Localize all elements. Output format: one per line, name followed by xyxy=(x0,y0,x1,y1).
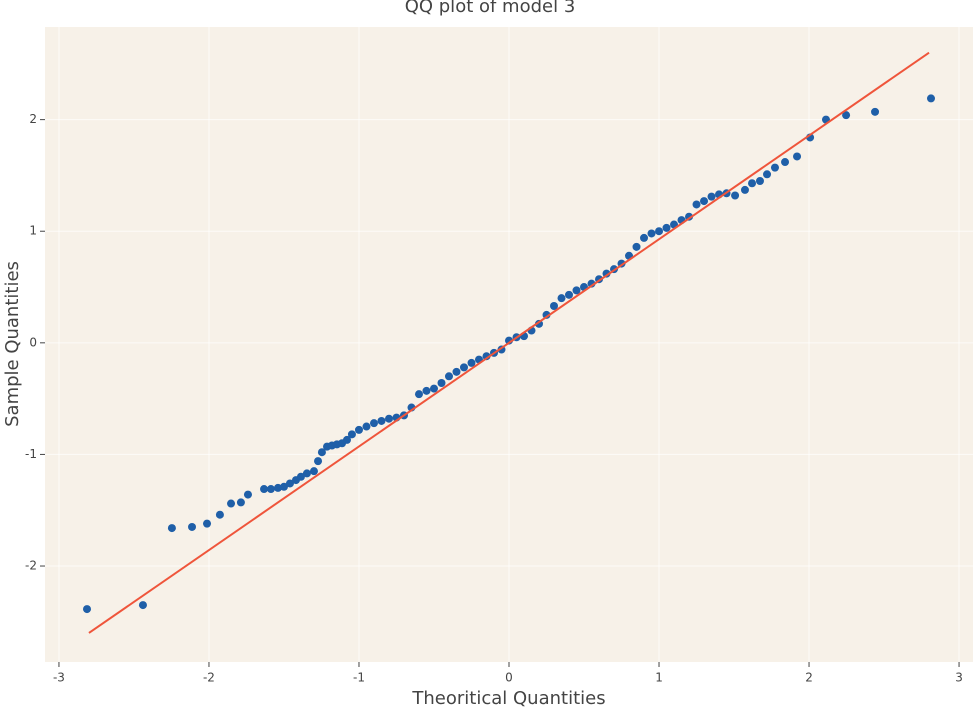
point xyxy=(587,279,596,288)
point xyxy=(384,414,393,423)
point xyxy=(266,485,275,494)
point xyxy=(414,390,423,399)
point xyxy=(781,158,790,167)
point xyxy=(422,386,431,395)
x-tick-label: -3 xyxy=(53,671,65,685)
point xyxy=(302,469,311,478)
point xyxy=(542,310,551,319)
point xyxy=(557,294,566,303)
x-tick-label: 0 xyxy=(505,671,513,685)
y-axis-title: Sample Quantities xyxy=(2,261,23,427)
point xyxy=(285,479,294,488)
point xyxy=(203,519,212,528)
point xyxy=(655,227,664,236)
point xyxy=(83,605,92,614)
point xyxy=(429,384,438,393)
y-tick-label: 1 xyxy=(29,224,37,238)
point xyxy=(707,192,716,201)
point xyxy=(793,152,802,161)
point xyxy=(236,498,245,507)
point xyxy=(700,197,709,206)
point xyxy=(740,185,749,194)
point xyxy=(279,482,288,491)
point xyxy=(138,601,147,610)
x-tick-label: 3 xyxy=(955,671,963,685)
y-tick-label: 0 xyxy=(29,335,37,349)
x-tick-label: 2 xyxy=(805,671,813,685)
point xyxy=(926,94,935,103)
y-tick-label: -1 xyxy=(25,447,37,461)
point xyxy=(467,358,476,367)
point xyxy=(369,419,378,428)
point xyxy=(842,111,851,120)
point xyxy=(309,467,318,476)
point xyxy=(227,499,236,508)
marks xyxy=(83,51,935,634)
point xyxy=(342,435,351,444)
x-tick-label: -2 xyxy=(203,671,215,685)
point xyxy=(317,448,326,457)
y-tick-label: 2 xyxy=(29,112,37,126)
point xyxy=(692,200,701,209)
point xyxy=(444,372,453,381)
point xyxy=(647,229,656,238)
point xyxy=(755,177,764,186)
point xyxy=(167,524,176,533)
point xyxy=(640,233,649,242)
x-tick-label: -1 xyxy=(353,671,365,685)
point xyxy=(243,490,252,499)
point xyxy=(314,457,323,466)
point xyxy=(770,163,779,172)
point xyxy=(362,422,371,431)
point xyxy=(572,286,581,295)
x-axis-title: Theoritical Quantities xyxy=(411,688,605,709)
chart-title: QQ plot of model 3 xyxy=(405,0,576,17)
point xyxy=(632,242,641,251)
point xyxy=(273,483,282,492)
point xyxy=(459,363,468,372)
point xyxy=(215,510,224,519)
point xyxy=(347,430,356,439)
point xyxy=(565,290,574,299)
point xyxy=(437,379,446,388)
point xyxy=(260,485,269,494)
point xyxy=(763,170,772,179)
point xyxy=(354,425,363,434)
point xyxy=(731,191,740,200)
point xyxy=(662,223,671,232)
point xyxy=(482,352,491,361)
x-tick-label: 1 xyxy=(655,671,663,685)
fit-line xyxy=(88,51,930,634)
point xyxy=(296,472,305,481)
point xyxy=(871,107,880,116)
y-tick-label: -2 xyxy=(25,559,37,573)
point xyxy=(550,301,559,310)
point xyxy=(452,367,461,376)
point xyxy=(748,179,757,188)
point xyxy=(188,522,197,531)
point xyxy=(377,416,386,425)
